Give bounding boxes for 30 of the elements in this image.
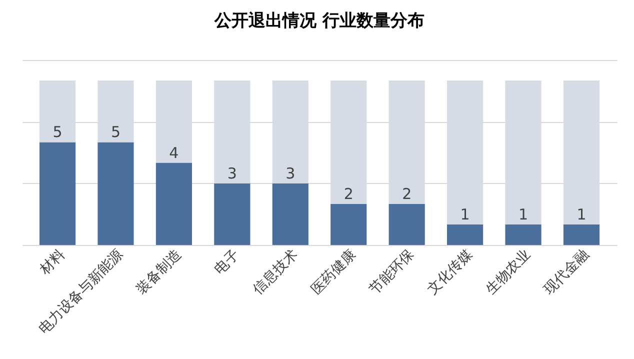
data-label: 3 — [286, 164, 296, 182]
bar — [214, 183, 250, 245]
bar — [156, 162, 192, 245]
bar — [330, 204, 367, 245]
bar — [447, 224, 484, 245]
bar — [98, 142, 134, 245]
chart-title: 公开退出情况 行业数量分布 — [214, 11, 424, 31]
data-label: 5 — [110, 123, 121, 142]
x-tick-label: 文化传媒 — [424, 246, 476, 298]
x-tick-label: 装备制造 — [134, 246, 185, 298]
data-label: 5 — [52, 123, 62, 142]
x-tick-label: 电子 — [212, 246, 243, 278]
data-label: 2 — [402, 184, 412, 203]
data-label: 3 — [227, 164, 237, 182]
data-label: 1 — [460, 205, 470, 224]
x-tick-label: 节能环保 — [366, 246, 418, 298]
x-tick-label: 生物农业 — [482, 246, 534, 298]
data-label: 1 — [576, 205, 586, 224]
x-tick-label: 医药健康 — [308, 246, 360, 298]
bar — [563, 224, 600, 245]
x-tick-label: 信息技术 — [250, 246, 301, 298]
bar — [505, 224, 542, 245]
bar — [272, 183, 308, 245]
x-tick-label: 现代金融 — [541, 246, 592, 298]
data-label: 4 — [169, 144, 179, 162]
data-label: 2 — [344, 184, 354, 203]
x-tick-label: 材料 — [36, 246, 68, 279]
data-label: 1 — [518, 205, 528, 224]
bar — [388, 204, 425, 245]
bar — [39, 142, 76, 245]
